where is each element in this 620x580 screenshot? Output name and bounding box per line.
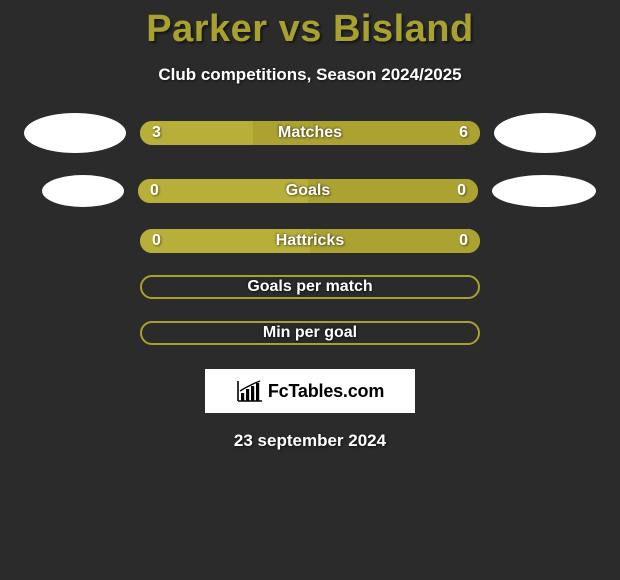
avatar-right bbox=[492, 175, 596, 207]
stat-label: Min per goal bbox=[142, 323, 478, 343]
stat-row-goals: 0 Goals 0 bbox=[0, 175, 620, 207]
stat-row-goals-per-match: Goals per match bbox=[0, 275, 620, 299]
stat-label: Goals per match bbox=[142, 277, 478, 297]
avatar-left bbox=[24, 113, 126, 153]
stat-bar-matches: 3 Matches 6 bbox=[140, 121, 480, 145]
stat-bar-goals: 0 Goals 0 bbox=[138, 179, 478, 203]
subtitle: Club competitions, Season 2024/2025 bbox=[0, 65, 620, 85]
page-title: Parker vs Bisland bbox=[0, 0, 620, 51]
stat-row-hattricks: 0 Hattricks 0 bbox=[0, 229, 620, 253]
logo-text: FcTables.com bbox=[268, 381, 384, 402]
stat-label: Goals bbox=[138, 179, 478, 203]
bar-chart-icon bbox=[236, 379, 264, 403]
date-line: 23 september 2024 bbox=[0, 431, 620, 451]
stat-row-matches: 3 Matches 6 bbox=[0, 113, 620, 153]
avatar-right bbox=[494, 113, 596, 153]
stat-label: Matches bbox=[140, 121, 480, 145]
stat-value-right: 0 bbox=[459, 229, 468, 253]
stat-bar-hattricks: 0 Hattricks 0 bbox=[140, 229, 480, 253]
stat-value-right: 0 bbox=[457, 179, 466, 203]
stat-row-min-per-goal: Min per goal bbox=[0, 321, 620, 345]
stat-bar-min-per-goal: Min per goal bbox=[140, 321, 480, 345]
stat-value-right: 6 bbox=[459, 121, 468, 145]
stat-label: Hattricks bbox=[140, 229, 480, 253]
avatar-left bbox=[42, 175, 124, 207]
stats-container: 3 Matches 6 0 Goals 0 0 Hattricks 0 bbox=[0, 113, 620, 345]
logo-box: FcTables.com bbox=[205, 369, 415, 413]
stat-bar-goals-per-match: Goals per match bbox=[140, 275, 480, 299]
